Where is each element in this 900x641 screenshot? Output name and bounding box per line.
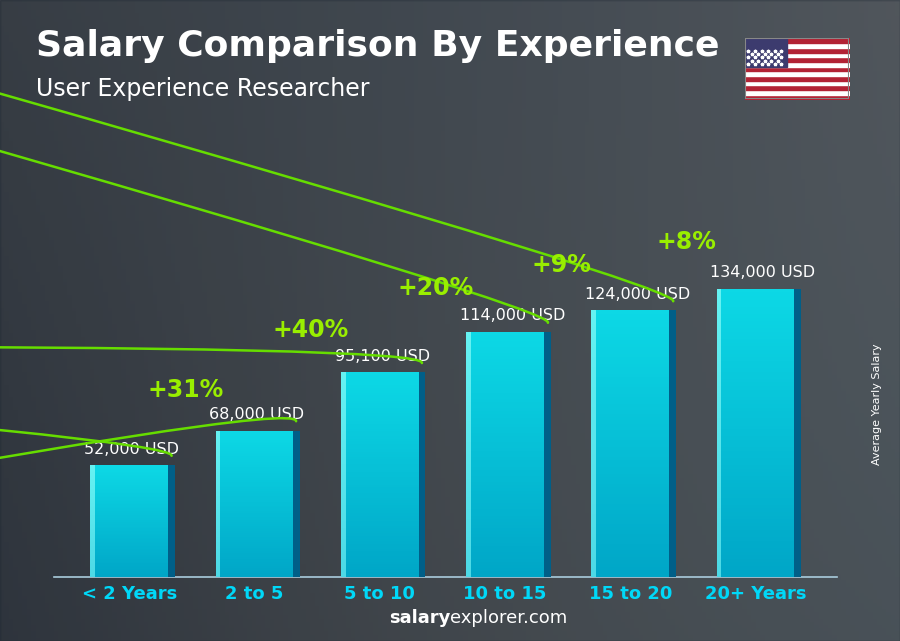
Polygon shape — [795, 288, 801, 577]
Text: Average Yearly Salary: Average Yearly Salary — [872, 343, 883, 465]
Text: Salary Comparison By Experience: Salary Comparison By Experience — [36, 29, 719, 63]
Text: +8%: +8% — [657, 229, 716, 254]
Text: User Experience Researcher: User Experience Researcher — [36, 77, 370, 101]
Text: salary: salary — [389, 609, 450, 627]
Text: +31%: +31% — [148, 378, 224, 403]
Text: 68,000 USD: 68,000 USD — [210, 407, 304, 422]
Polygon shape — [544, 332, 551, 577]
Text: 134,000 USD: 134,000 USD — [710, 265, 815, 280]
Polygon shape — [168, 465, 175, 577]
Text: 95,100 USD: 95,100 USD — [335, 349, 430, 364]
Polygon shape — [745, 38, 787, 67]
Text: 124,000 USD: 124,000 USD — [585, 287, 690, 302]
Polygon shape — [418, 372, 426, 577]
Text: +9%: +9% — [531, 253, 591, 277]
Text: 52,000 USD: 52,000 USD — [84, 442, 179, 457]
Text: explorer.com: explorer.com — [450, 609, 567, 627]
Text: 114,000 USD: 114,000 USD — [460, 308, 565, 324]
Text: +20%: +20% — [398, 276, 474, 300]
Text: +40%: +40% — [273, 319, 349, 342]
Polygon shape — [669, 310, 676, 577]
Polygon shape — [293, 431, 301, 577]
